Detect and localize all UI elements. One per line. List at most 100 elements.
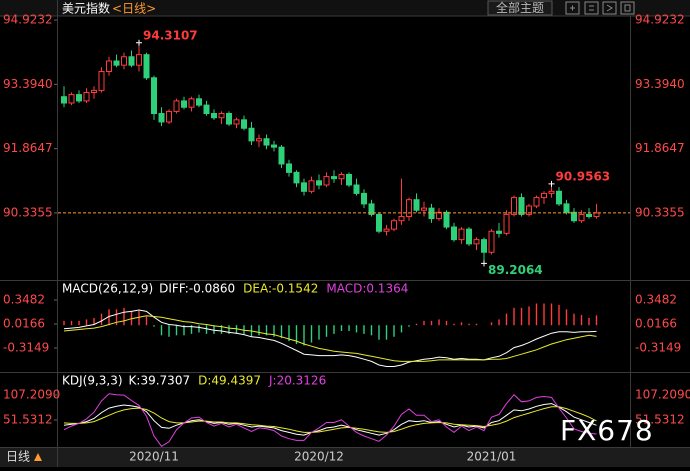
candle-body — [316, 180, 322, 186]
candle-body — [121, 56, 127, 66]
candle-body — [173, 100, 180, 112]
toolbar-icons — [565, 1, 635, 15]
candle-body — [556, 190, 562, 205]
candle-body — [466, 228, 472, 245]
x-tick-label: 2020/11 — [129, 450, 179, 464]
candle-body — [293, 171, 300, 184]
candle-body — [376, 213, 382, 232]
candle-body — [83, 92, 90, 102]
x-tick-label: 2021/01 — [467, 450, 517, 464]
candle-body — [398, 216, 405, 222]
y-tick-label-right: 107.2090 — [635, 388, 690, 402]
y-tick-label: 93.3940 — [3, 77, 53, 91]
legend-entry: J:20.3126 — [268, 374, 326, 388]
candle-body — [526, 205, 532, 215]
y-tick-label: 94.9232 — [3, 13, 53, 27]
y-tick-label-right: 0.3482 — [635, 292, 677, 306]
candle-body — [301, 182, 307, 192]
candle-body — [488, 230, 495, 253]
candle-body — [586, 213, 592, 218]
y-tick-label: 51.5312 — [3, 413, 53, 427]
candle-body — [188, 98, 195, 108]
y-tick-label: 91.8647 — [3, 141, 53, 155]
icon-button[interactable] — [584, 1, 599, 15]
y-tick-label-right: 91.8647 — [635, 141, 685, 155]
candle-body — [151, 77, 157, 115]
candle-body — [548, 190, 555, 194]
candle-body — [496, 230, 502, 234]
x-tick-label: 2020/12 — [294, 450, 344, 464]
candle-body — [406, 199, 412, 218]
candle-body — [203, 104, 210, 115]
y-tick-label: 107.2090 — [3, 388, 60, 402]
watermark: FX678 — [560, 414, 654, 447]
candle-body — [76, 94, 82, 102]
candle-body — [158, 113, 165, 123]
panel-title: MACD(26,12,9) — [62, 282, 153, 296]
candle-body — [511, 197, 517, 215]
candle-body — [443, 211, 450, 228]
candle-body — [361, 192, 367, 205]
theme-button-label[interactable]: 全部主题 — [496, 0, 544, 15]
y-tick-label-right: 94.9232 — [635, 13, 685, 27]
candle-body — [278, 146, 285, 165]
period-label[interactable]: <日线> — [112, 2, 156, 16]
icon-button[interactable] — [620, 1, 635, 15]
y-tick-label-right: 51.5312 — [635, 413, 685, 427]
candle-body — [241, 119, 247, 129]
icon-glyph — [570, 4, 631, 12]
candle-body — [136, 54, 142, 66]
extreme-marker — [136, 39, 142, 46]
candle-body — [383, 228, 390, 232]
candle-body — [286, 163, 292, 173]
tab-arrow[interactable] — [34, 453, 42, 461]
y-tick-label-right: 90.3355 — [635, 205, 685, 219]
extreme-label: 94.3107 — [143, 28, 198, 42]
candle-body — [541, 192, 547, 199]
candle-body — [533, 197, 540, 207]
candle-body — [218, 113, 225, 119]
theme-button[interactable] — [487, 0, 553, 16]
y-tick-label-right: 0.0166 — [635, 317, 677, 331]
y-tick-label-right: 93.3940 — [635, 77, 685, 91]
candle-body — [368, 203, 375, 215]
candle-body — [451, 226, 457, 241]
candle-body — [128, 56, 135, 66]
candle-body — [143, 54, 150, 79]
series-line — [63, 393, 597, 447]
candle-body — [331, 176, 337, 180]
y-tick-label: 90.3355 — [3, 205, 53, 219]
candle-body — [338, 173, 345, 180]
legend-entry: MACD:0.1364 — [326, 282, 408, 296]
candle-body — [113, 60, 120, 66]
extreme-label: 89.2064 — [488, 263, 543, 277]
extreme-label: 90.9563 — [556, 169, 611, 183]
candle-body — [61, 96, 67, 104]
candle-body — [248, 127, 255, 142]
panel-title: KDJ(9,3,3) — [62, 374, 123, 388]
candle-body — [578, 213, 585, 222]
series-line — [63, 403, 597, 436]
candle-body — [346, 173, 352, 186]
candle-body — [353, 184, 360, 194]
period-tab[interactable]: 日线 — [6, 450, 30, 464]
icon-button[interactable] — [602, 1, 617, 15]
candle-body — [503, 213, 510, 234]
candle-body — [413, 199, 420, 211]
candle-body — [518, 197, 525, 215]
extreme-marker — [548, 180, 555, 187]
candle-body — [473, 239, 480, 245]
candle-body — [98, 70, 105, 91]
candle-body — [308, 180, 315, 192]
extreme-marker — [481, 260, 487, 267]
y-tick-label-right: -0.3149 — [635, 340, 681, 354]
candle-body — [271, 144, 277, 148]
candle-body — [211, 113, 217, 119]
icon-button[interactable] — [565, 1, 580, 15]
candle-body — [91, 89, 97, 94]
candle-body — [323, 176, 330, 186]
candle-body — [166, 110, 172, 123]
